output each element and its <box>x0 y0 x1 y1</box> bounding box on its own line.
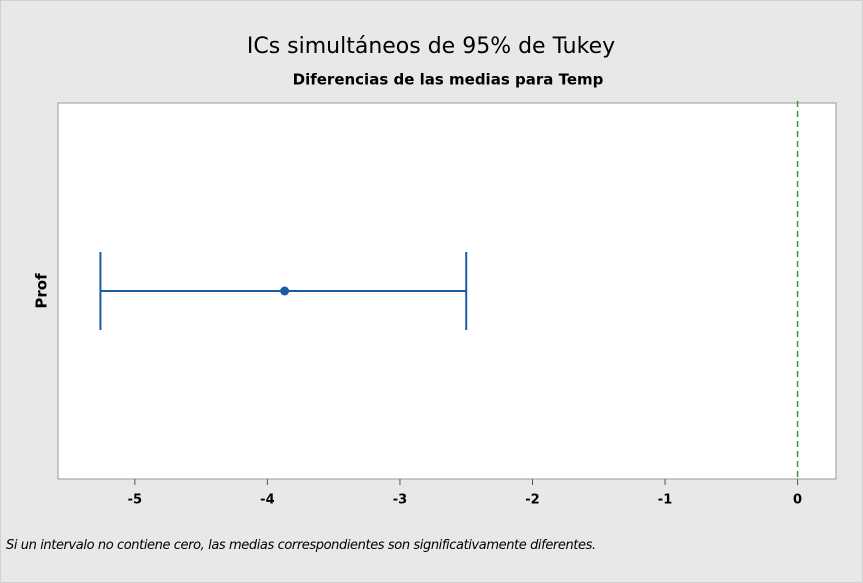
footnote: Si un intervalo no contiene cero, las me… <box>6 538 596 553</box>
x-tick-label: -5 <box>128 493 142 508</box>
x-tick-label: -1 <box>658 493 672 508</box>
chart-subtitle: Diferencias de las medias para Temp <box>293 71 604 89</box>
x-tick-label: -3 <box>393 493 407 508</box>
mean-point <box>280 286 290 296</box>
x-tick-label: -2 <box>525 493 539 508</box>
x-tick-label: -4 <box>260 493 274 508</box>
x-tick-label: 0 <box>793 493 802 508</box>
chart-title: ICs simultáneos de 95% de Tukey <box>247 34 615 59</box>
y-tick-label: Prof <box>33 273 51 309</box>
